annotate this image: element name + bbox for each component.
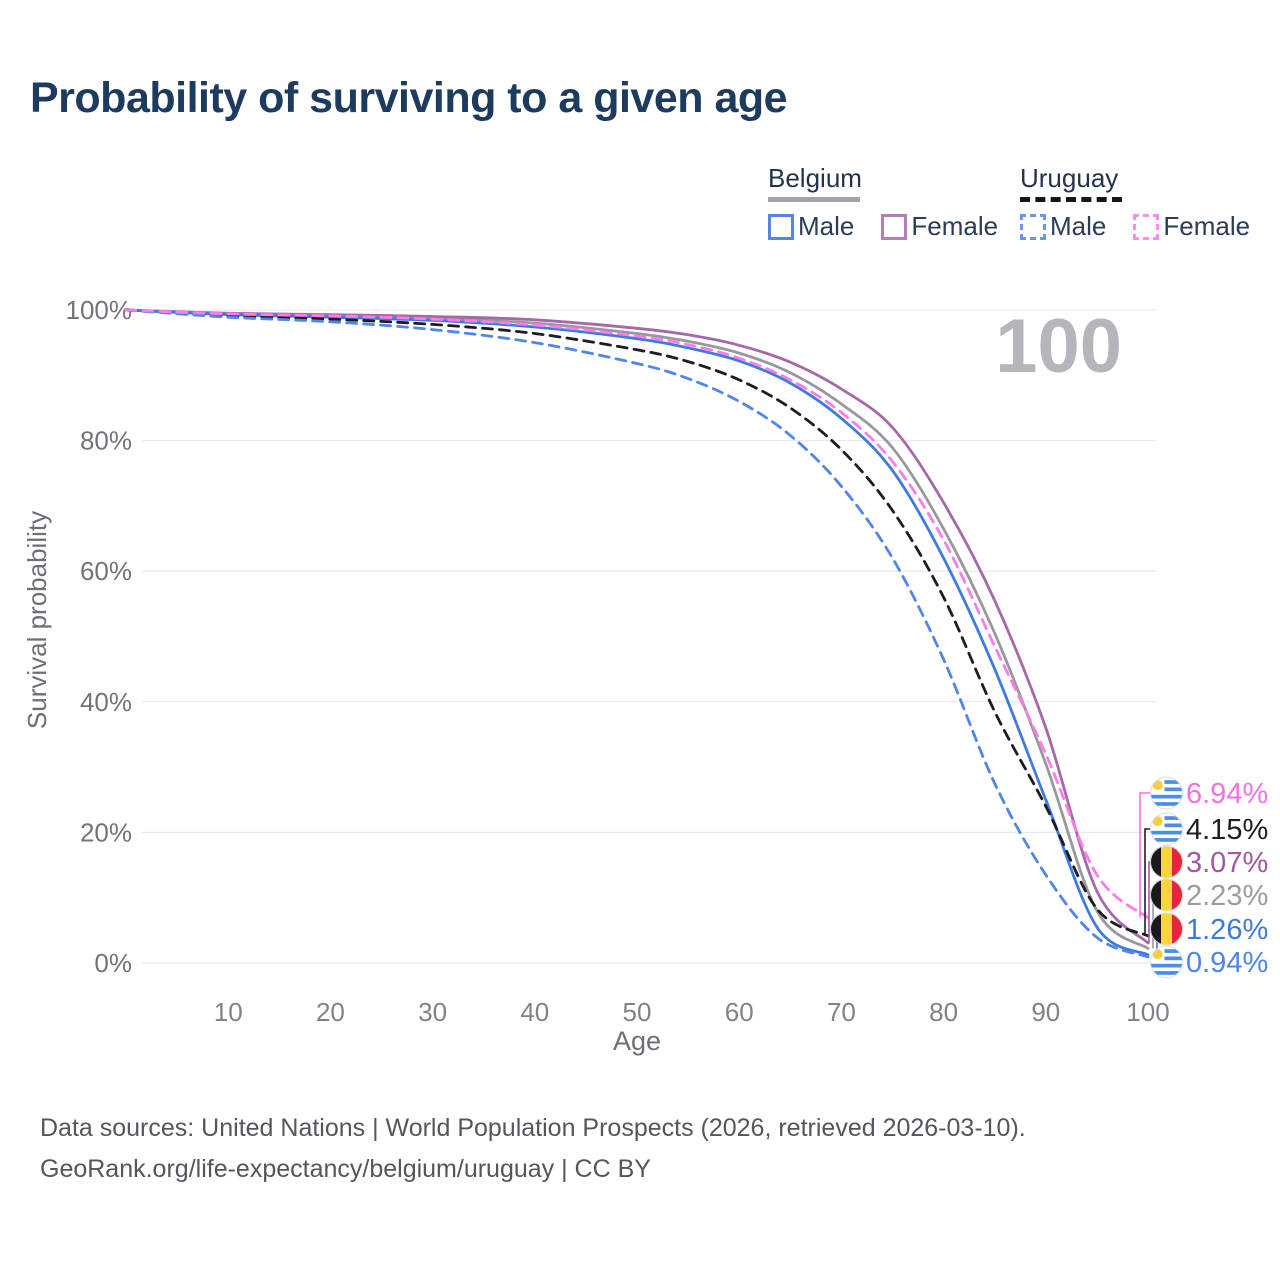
belgium-flag-icon xyxy=(1150,879,1183,912)
uruguay-flag-icon xyxy=(1150,813,1183,846)
x-tick-label: 40 xyxy=(520,997,549,1027)
curve-belgium-female[interactable] xyxy=(124,308,1150,945)
y-tick-label: 20% xyxy=(80,817,132,847)
legend-item-belgium-male[interactable]: Male xyxy=(768,211,854,242)
x-tick-label: 70 xyxy=(827,997,856,1027)
legend-country-belgium: Belgium xyxy=(768,163,862,193)
x-tick-label: 10 xyxy=(214,997,243,1027)
legend-underline-uruguay xyxy=(1020,197,1122,202)
x-tick-label: 90 xyxy=(1031,997,1060,1027)
data-sources-note: Data sources: United Nations | World Pop… xyxy=(40,1114,1026,1142)
y-axis-title: Survival probability xyxy=(22,511,52,729)
curve-belgium[interactable] xyxy=(124,308,1150,950)
belgium-flag-icon xyxy=(1150,846,1183,879)
end-value-belgium: 2.23% xyxy=(1186,880,1268,912)
end-value-uruguay-female: 6.94% xyxy=(1186,778,1268,810)
end-value-uruguay-male: 0.94% xyxy=(1186,947,1268,979)
curve-uruguay[interactable] xyxy=(124,308,1150,938)
checkbox-belgium-male-icon[interactable] xyxy=(768,213,794,240)
footer: Data sources: United Nations | World Pop… xyxy=(40,1108,1026,1190)
y-tick-label: 0% xyxy=(94,948,132,978)
legend-group-uruguay: Uruguay Male Female xyxy=(1020,163,1250,242)
footer-link: GeoRank.org/life-expectancy/belgium/urug… xyxy=(40,1155,651,1183)
curve-belgium-male[interactable] xyxy=(124,308,1150,957)
legend-item-uruguay-female[interactable]: Female xyxy=(1133,211,1250,242)
legend-underline-belgium xyxy=(768,197,860,202)
leader-line-uruguay-female xyxy=(1139,792,1152,918)
y-tick-label: 40% xyxy=(80,687,132,717)
x-tick-label: 100 xyxy=(1126,997,1169,1027)
y-axis-tick-labels: 100% 80% 60% 40% 20% 0% xyxy=(66,295,133,978)
survival-curves xyxy=(124,308,1150,959)
y-tick-label: 100% xyxy=(66,295,133,325)
curve-uruguay-female[interactable] xyxy=(124,308,1150,920)
uruguay-flag-icon xyxy=(1150,777,1183,810)
uruguay-flag-icon xyxy=(1150,946,1183,979)
chart-title: Probability of surviving to a given age xyxy=(30,74,788,122)
legend-item-belgium-female[interactable]: Female xyxy=(881,211,998,242)
y-tick-label: 60% xyxy=(80,556,132,586)
x-axis-tick-labels: 10 20 30 40 50 60 70 80 90 100 xyxy=(214,997,1170,1027)
age-watermark: 100 xyxy=(995,304,1122,389)
checkbox-uruguay-female-icon[interactable] xyxy=(1133,213,1160,240)
x-tick-label: 80 xyxy=(929,997,958,1027)
x-tick-label: 30 xyxy=(418,997,447,1027)
x-tick-label: 20 xyxy=(316,997,345,1027)
checkbox-belgium-female-icon[interactable] xyxy=(881,213,908,240)
x-tick-label: 60 xyxy=(725,997,754,1027)
leader-line-uruguay xyxy=(1144,828,1152,936)
legend-group-belgium: Belgium Male Female xyxy=(768,163,998,242)
x-axis-title: Age xyxy=(613,1026,661,1056)
x-tick-label: 50 xyxy=(623,997,652,1027)
curve-uruguay-male[interactable] xyxy=(124,308,1150,959)
belgium-flag-icon xyxy=(1150,913,1183,946)
y-tick-label: 80% xyxy=(80,426,132,456)
end-value-belgium-male: 1.26% xyxy=(1186,914,1268,946)
gridlines xyxy=(142,309,1156,964)
end-value-labels: 6.94% 4.15%3.07%2.23%1.26%0.94% xyxy=(1139,777,1268,979)
end-value-belgium-female: 3.07% xyxy=(1186,847,1268,879)
legend-country-uruguay: Uruguay xyxy=(1020,163,1119,193)
checkbox-uruguay-male-icon[interactable] xyxy=(1020,213,1046,240)
end-value-uruguay: 4.15% xyxy=(1186,814,1268,846)
legend-item-uruguay-male[interactable]: Male xyxy=(1020,211,1106,242)
